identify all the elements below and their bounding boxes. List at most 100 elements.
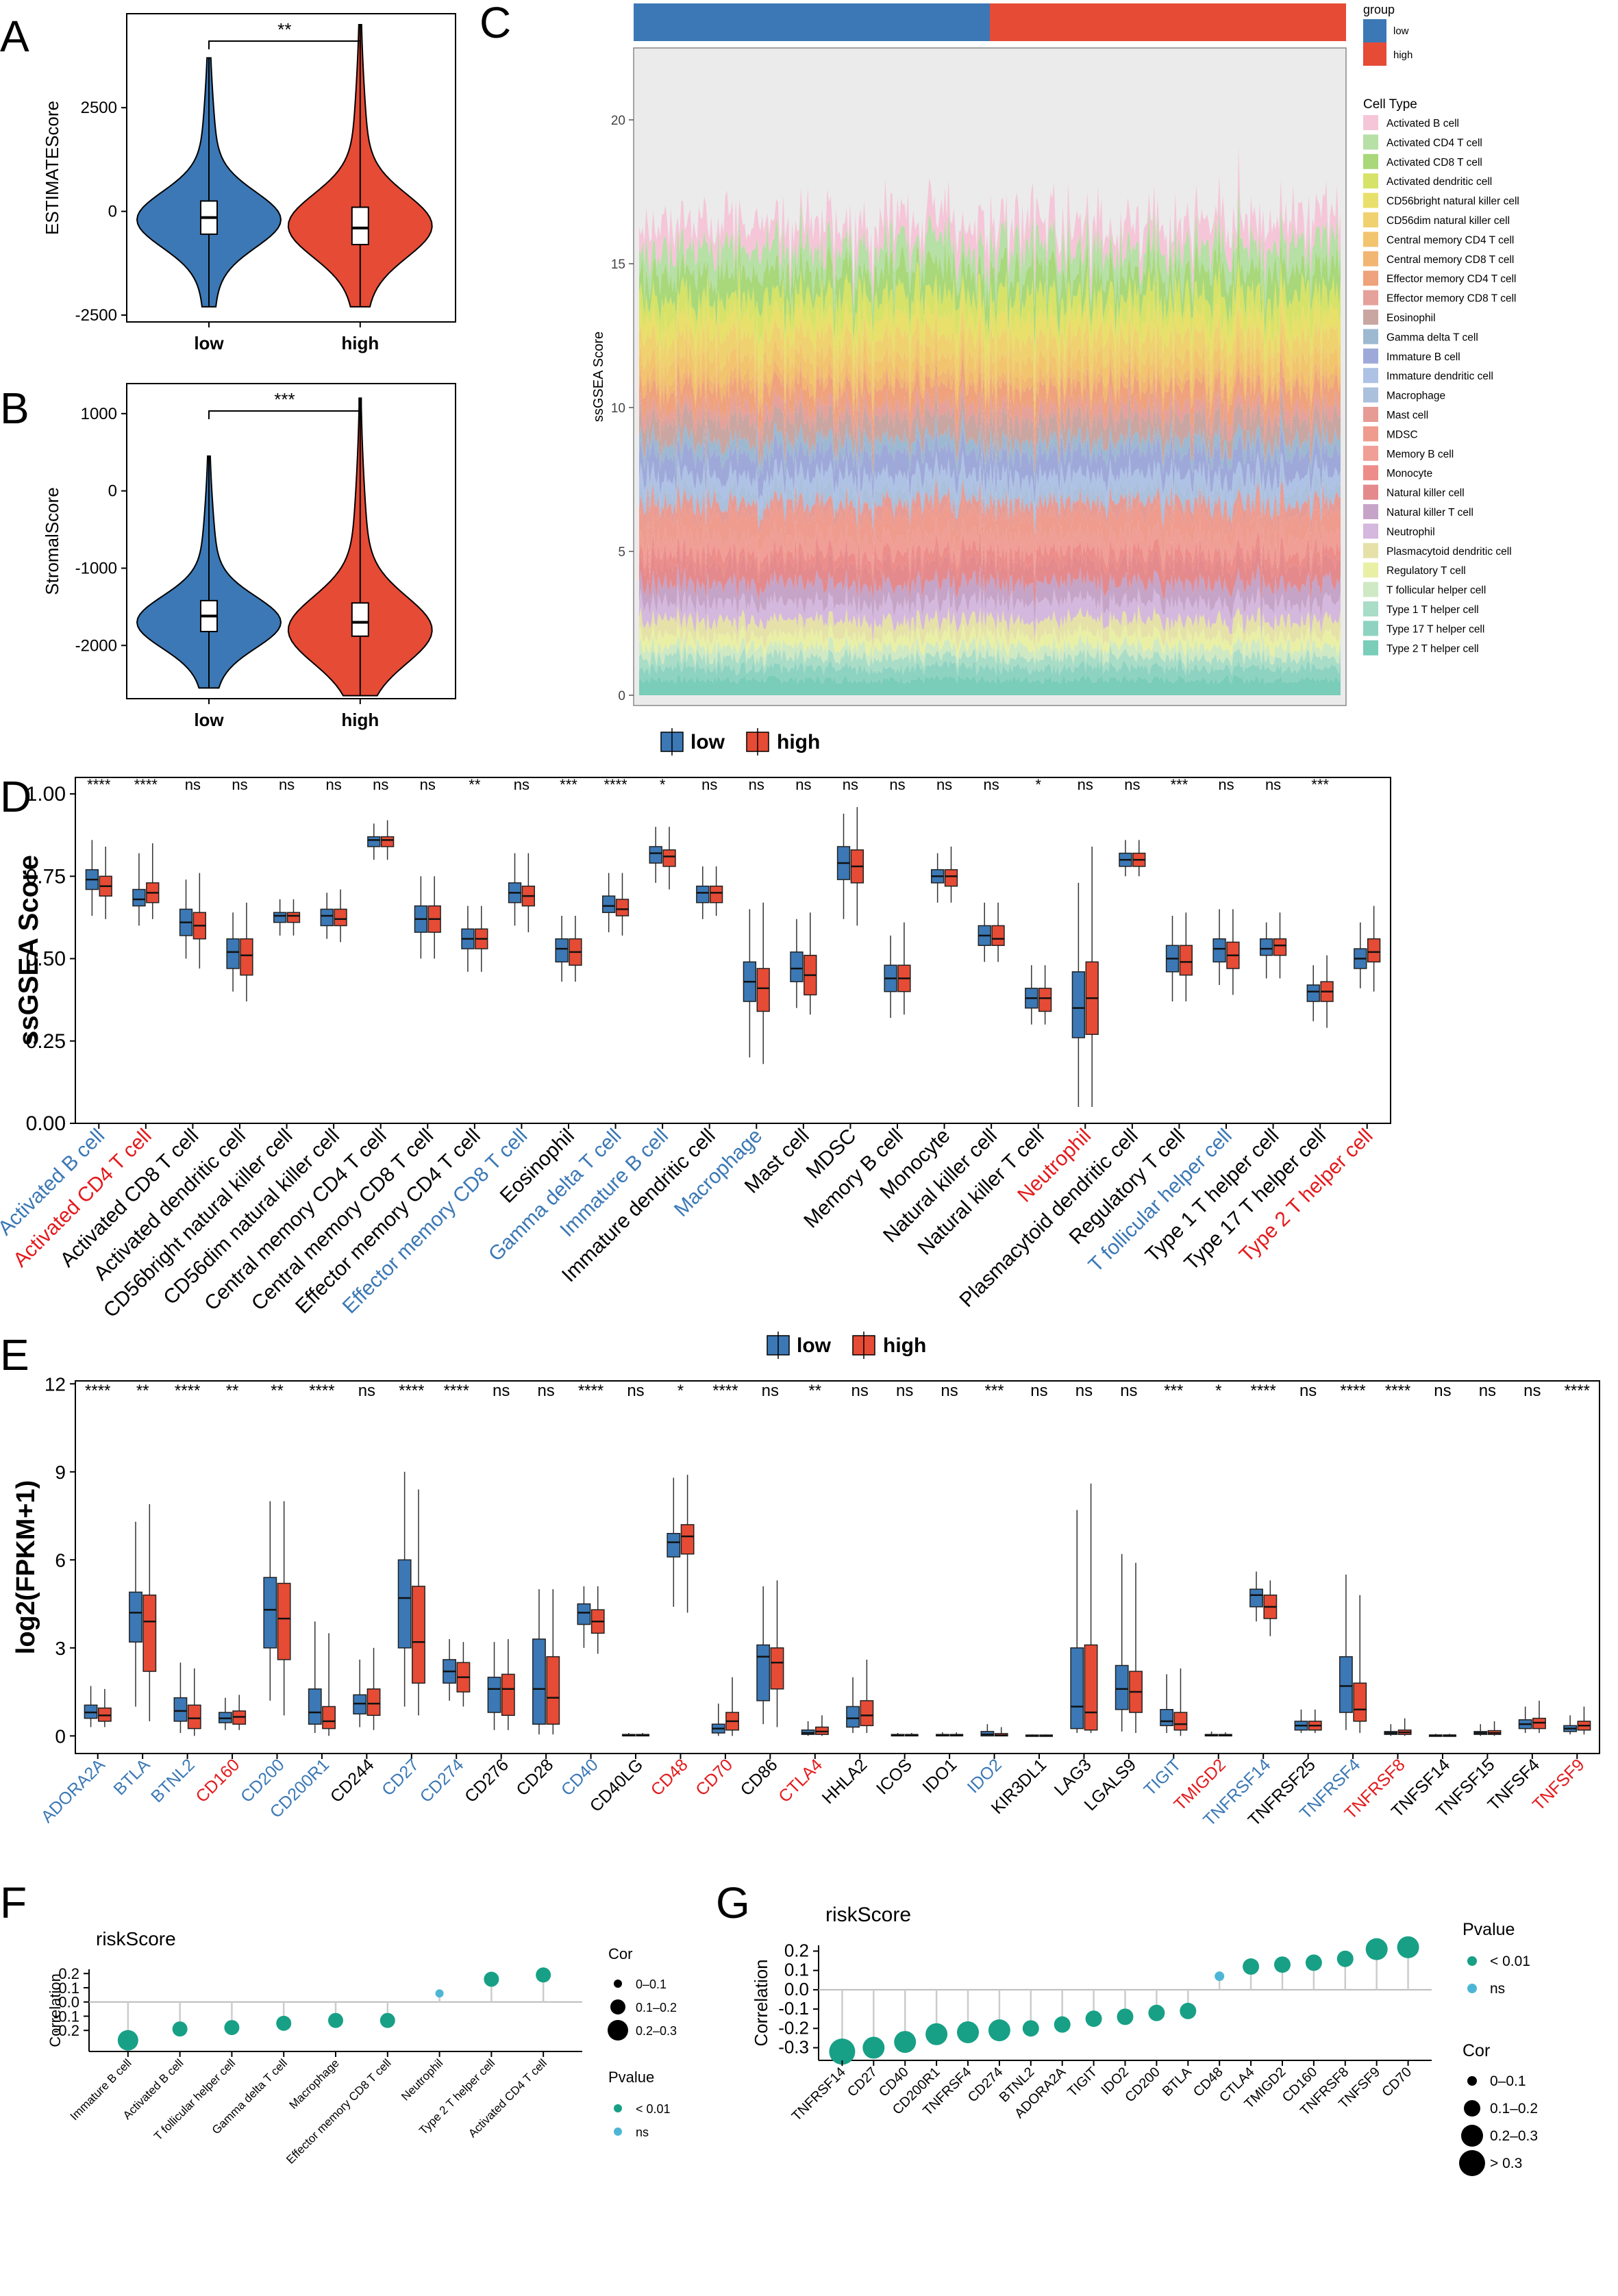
area-layer: [639, 449, 1341, 521]
significance-mark: ns: [514, 776, 530, 793]
significance-mark: ns: [749, 776, 764, 793]
celltype-legend-swatch: [1363, 251, 1378, 266]
celltype-legend-label: Type 17 T helper cell: [1386, 623, 1484, 635]
box-high: [1353, 1682, 1367, 1722]
cor-legend-dot: [1464, 2100, 1480, 2117]
significance-mark: ns: [1075, 1382, 1093, 1400]
area-layer: [639, 301, 1341, 403]
panel-letter-c: C: [480, 0, 511, 47]
boxplot-chart-e: 036912log2(FPKM+1)****ADORA2A**BTLA****B…: [12, 1373, 1600, 1830]
lollipop-point: [1243, 1958, 1260, 1975]
significance-mark: ns: [358, 1382, 375, 1400]
celltype-legend-swatch: [1363, 465, 1378, 481]
celltype-legend-swatch: [1363, 153, 1378, 169]
celltype-legend-label: CD56dim natural killer cell: [1386, 215, 1510, 227]
significance-mark: ****: [175, 1382, 200, 1400]
celltype-legend-swatch: [1363, 621, 1378, 636]
celltype-legend-swatch: [1363, 310, 1378, 325]
significance-mark: ****: [1565, 1382, 1590, 1400]
celltype-legend-swatch: [1363, 387, 1378, 403]
celltype-legend-swatch: [1363, 329, 1378, 345]
cor-legend-label: 0–0.1: [636, 1977, 667, 1991]
celltype-legend-label: Natural killer cell: [1386, 488, 1465, 499]
y-tick-label: 1.00: [26, 783, 66, 806]
stacked-area-chart-c: 0 5 10 15 20 ssGSEA Score group low high Cell Typ…: [591, 3, 1519, 706]
legend-label-low: low: [797, 1334, 832, 1357]
chart-title: riskScore: [825, 1904, 911, 1926]
celltype-legend-label: Memory B cell: [1386, 449, 1454, 460]
celltype-legend-swatch: [1363, 290, 1378, 305]
area-layer: [639, 511, 1341, 578]
celltype-legend-label: Effector memory CD8 T cell: [1386, 293, 1517, 305]
x-tick-label: ADORA2A: [38, 1755, 110, 1827]
plot-border: [126, 13, 456, 323]
box-low: [367, 836, 381, 847]
area-layer: [639, 408, 1341, 486]
violin-chart-b: -2000 -1000 0 1000 StromalScore low high ***: [42, 383, 456, 730]
plot-border: [126, 383, 456, 699]
significance-mark: ns: [896, 1382, 913, 1400]
box-high: [615, 899, 630, 916]
box-low: [263, 1577, 277, 1649]
box-high: [944, 869, 958, 887]
y-tick-label: -2000: [75, 636, 117, 655]
p-legend-dot: [1467, 1984, 1477, 1993]
x-tick-label: CD70: [1379, 2064, 1415, 2100]
celltype-legend-title: Cell Type: [1363, 97, 1417, 112]
lollipop-point: [1117, 2008, 1134, 2025]
box-high: [380, 836, 395, 847]
p-legend-dot: [614, 2127, 622, 2136]
cor-legend-dot: [608, 2020, 628, 2041]
celltype-legend-label: Effector memory CD4 T cell: [1386, 273, 1517, 285]
significance-mark: ns: [1124, 776, 1140, 793]
significance-mark: ****: [1251, 1382, 1276, 1400]
x-tick-label: HHLA2: [819, 1755, 871, 1808]
celltype-legend-label: Activated CD8 T cell: [1386, 157, 1482, 169]
box-low: [226, 938, 240, 969]
box-low: [532, 1638, 546, 1725]
area-layer: [639, 675, 1341, 695]
box-low: [173, 1697, 188, 1722]
significance-mark: ns: [984, 776, 999, 793]
area-layer: [639, 562, 1341, 625]
group-legend-title: group: [1363, 3, 1395, 16]
x-tick-label: BTNL2: [147, 1755, 199, 1806]
group-bar-high: [990, 3, 1346, 41]
box-high: [351, 206, 369, 246]
celltype-legend-label: Monocyte: [1386, 468, 1432, 479]
panel-letter-g: G: [716, 1878, 750, 1927]
significance-mark: ns: [701, 776, 717, 793]
box-high: [546, 1656, 560, 1725]
p-legend-label: ns: [1490, 1981, 1505, 1997]
plot-border: [75, 1380, 1600, 1754]
celltype-legend-swatch: [1363, 601, 1378, 616]
celltype-legend-label: Type 1 T helper cell: [1386, 604, 1479, 616]
significance-mark: ****: [1340, 1382, 1365, 1400]
celltype-legend-label: Regulatory T cell: [1386, 565, 1466, 577]
significance-mark: ****: [87, 776, 111, 793]
significance-mark: ****: [1385, 1382, 1410, 1400]
area-layer: [639, 584, 1341, 641]
box-low: [756, 1644, 771, 1701]
y-tick-label: 0.00: [26, 1112, 66, 1135]
y-tick-label: -0.3: [778, 2037, 809, 2058]
box-low: [320, 908, 334, 927]
lollipop-point: [536, 1967, 551, 1983]
significance-mark: ns: [1218, 776, 1234, 793]
box-high: [501, 1673, 515, 1717]
y-tick-label: 0.1: [784, 1960, 809, 1980]
significance-mark: ns: [795, 776, 811, 793]
area-layer: [639, 619, 1341, 661]
x-tick-label: TIGIT: [1065, 2064, 1100, 2100]
y-tick-label: 0.1: [58, 1980, 79, 1997]
celltype-legend-label: Macrophage: [1386, 390, 1445, 402]
x-tick-label: CD28: [512, 1755, 557, 1799]
box-low: [1249, 1588, 1263, 1608]
x-tick-label: Effector memory CD8 T cell: [284, 2056, 393, 2166]
significance-mark: *: [660, 776, 666, 793]
group-legend-swatch-high: [1363, 42, 1386, 66]
significance-mark: **: [226, 1382, 239, 1400]
significance-mark: ****: [578, 1382, 603, 1400]
celltype-legend-swatch: [1363, 212, 1378, 227]
box-low: [1339, 1656, 1353, 1713]
